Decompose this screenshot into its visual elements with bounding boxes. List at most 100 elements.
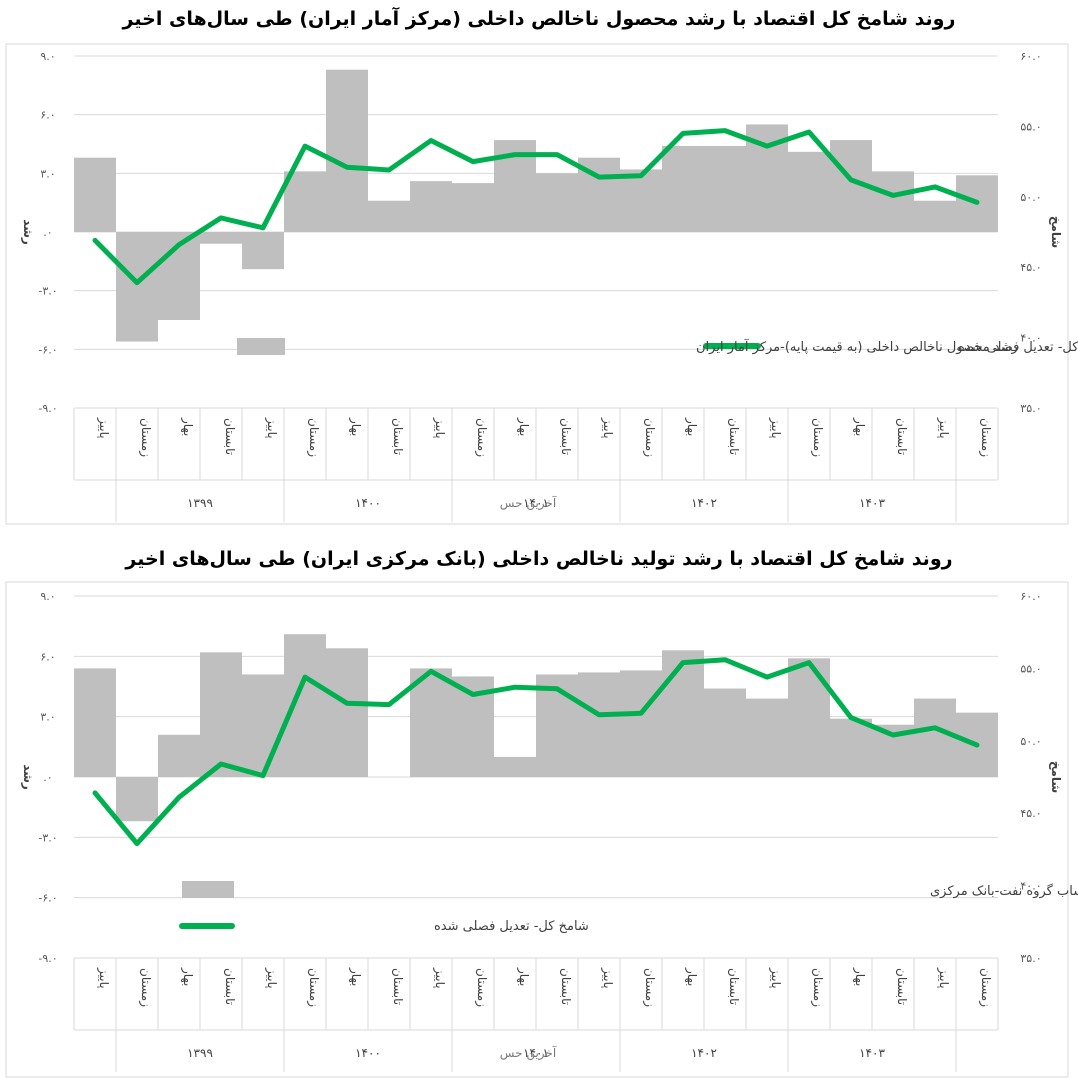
category-label: پاییز	[936, 417, 951, 439]
category-label: پاییز	[600, 417, 615, 439]
right-tick-label: ۵۵.۰	[1020, 120, 1041, 133]
right-tick-label: ۴۵.۰	[1020, 807, 1041, 820]
right-tick-label: ۶۰.۰	[1020, 50, 1041, 63]
bar	[788, 151, 830, 232]
year-label: ۱۳۹۹	[187, 496, 213, 510]
left-tick-label: ۳.۰	[40, 167, 55, 180]
bar	[746, 698, 788, 777]
bar	[326, 69, 368, 232]
legend-bar-label: رشد تولید ناخالص داخلی به قیمت ثابت سال …	[930, 883, 1078, 899]
category-label: زمستان	[978, 418, 993, 457]
legend-line-label: شامخ کل- تعدیل فصلی شده	[958, 340, 1078, 355]
category-label: تابستان	[391, 418, 405, 455]
bar	[284, 171, 326, 232]
right-tick-label: ۳۵.۰	[1020, 952, 1041, 965]
category-label: زمستان	[306, 418, 321, 457]
bar	[536, 173, 578, 232]
category-label: پاییز	[600, 967, 615, 989]
bar	[662, 145, 704, 232]
left-tick-label: .۰	[43, 226, 52, 239]
category-label: تابستان	[727, 418, 741, 455]
category-label: زمستان	[138, 968, 153, 1007]
category-label: زمستان	[474, 418, 489, 457]
category-label: تابستان	[559, 968, 573, 1005]
left-tick-label: -۶.۰	[38, 343, 57, 356]
left-tick-label: -۳.۰	[38, 831, 57, 844]
bar	[116, 232, 158, 342]
category-label: پاییز	[96, 967, 111, 989]
chart-frame	[5, 581, 1069, 1078]
index-line	[92, 128, 980, 286]
bar	[704, 145, 746, 232]
bar	[74, 668, 116, 777]
bar	[74, 157, 116, 232]
chart-1-title: روند شامخ کل اقتصاد با رشد محصول ناخالص …	[122, 8, 956, 30]
bar	[914, 200, 956, 232]
bar	[830, 718, 872, 777]
bar	[578, 672, 620, 777]
category-label: زمستان	[642, 968, 657, 1007]
category-label: بهار	[684, 967, 699, 986]
stray-label: آخرین حس	[500, 495, 557, 511]
bar	[116, 777, 158, 822]
left-tick-label: -۳.۰	[38, 285, 57, 298]
left-tick-label: ۳.۰	[40, 711, 55, 724]
category-label: تابستان	[223, 418, 237, 455]
category-label: تابستان	[223, 968, 237, 1005]
bar	[788, 658, 830, 777]
right-tick-label: ۴۰.۰	[1020, 332, 1041, 345]
right-axis-title: شامخ	[1049, 761, 1063, 793]
category-label: زمستان	[138, 418, 153, 457]
right-axis-title: شامخ	[1049, 216, 1063, 248]
right-tick-label: ۴۰.۰	[1020, 880, 1041, 893]
year-label: ۱۴۰۱	[523, 496, 549, 510]
bar	[242, 674, 284, 777]
category-label: بهار	[180, 967, 195, 986]
left-tick-label: ۶.۰	[40, 650, 55, 663]
category-label: زمستان	[978, 968, 993, 1007]
right-tick-label: ۵۵.۰	[1020, 662, 1041, 675]
bar	[704, 688, 746, 777]
bar	[410, 181, 452, 232]
category-label: بهار	[852, 417, 867, 436]
category-label: زمستان	[474, 968, 489, 1007]
year-label: ۱۳۹۹	[187, 1046, 213, 1060]
bar	[620, 670, 662, 777]
legend-bar-swatch	[182, 881, 234, 898]
left-tick-label: ۹.۰	[40, 590, 55, 603]
category-label: زمستان	[810, 968, 825, 1007]
bar	[872, 171, 914, 232]
bar	[494, 756, 536, 777]
left-tick-label: -۹.۰	[38, 402, 57, 415]
chart-2: ۹.۰ ۶.۰ ۳.۰ .۰ -۳.۰ -۶.۰ -۹.۰ ۶۰.۰ ۵۵.۰ ۵۰.۰ ۴۵.۰ ۴…	[5, 581, 1078, 1078]
category-label: تابستان	[391, 968, 405, 1005]
category-label: پاییز	[432, 967, 447, 989]
bar	[368, 200, 410, 232]
index-line	[92, 657, 980, 847]
chart-1: ۹.۰ ۶.۰ ۳.۰ .۰ -۳.۰ -۶.۰ -۹.۰ ۶۰.۰ ۵۵.۰ ۵۰.۰ ۴۵.۰ ۴…	[5, 43, 1078, 525]
chart-frame	[5, 43, 1069, 525]
bar	[200, 652, 242, 777]
legend-bar-label: رشد محصول ناخالص داخلی (به قیمت پایه)-مر…	[696, 338, 1018, 355]
left-tick-label: -۹.۰	[38, 952, 57, 965]
bar	[452, 183, 494, 232]
bar	[326, 648, 368, 777]
right-tick-label: ۶۰.۰	[1020, 590, 1041, 603]
category-label: تابستان	[559, 418, 573, 455]
bar	[914, 698, 956, 777]
left-axis-title: رشد	[21, 219, 35, 245]
year-label: ۱۴۰۰	[355, 1046, 381, 1060]
chart-2-title: روند شامخ کل اقتصاد با رشد تولید ناخالص …	[125, 548, 953, 570]
category-label: تابستان	[895, 418, 909, 455]
left-tick-label: ۶.۰	[40, 109, 55, 122]
stray-label: آخرین حس	[500, 1045, 557, 1061]
category-label: پاییز	[768, 967, 783, 989]
year-label: ۱۴۰۲	[691, 1046, 717, 1060]
bar	[200, 232, 242, 244]
legend-line-label: شامخ کل- تعدیل فصلی شده	[434, 919, 589, 934]
category-label: پاییز	[96, 417, 111, 439]
legend-bar-swatch	[237, 338, 285, 355]
right-tick-label: ۳۵.۰	[1020, 402, 1041, 415]
bar	[620, 169, 662, 232]
category-label: پاییز	[432, 417, 447, 439]
